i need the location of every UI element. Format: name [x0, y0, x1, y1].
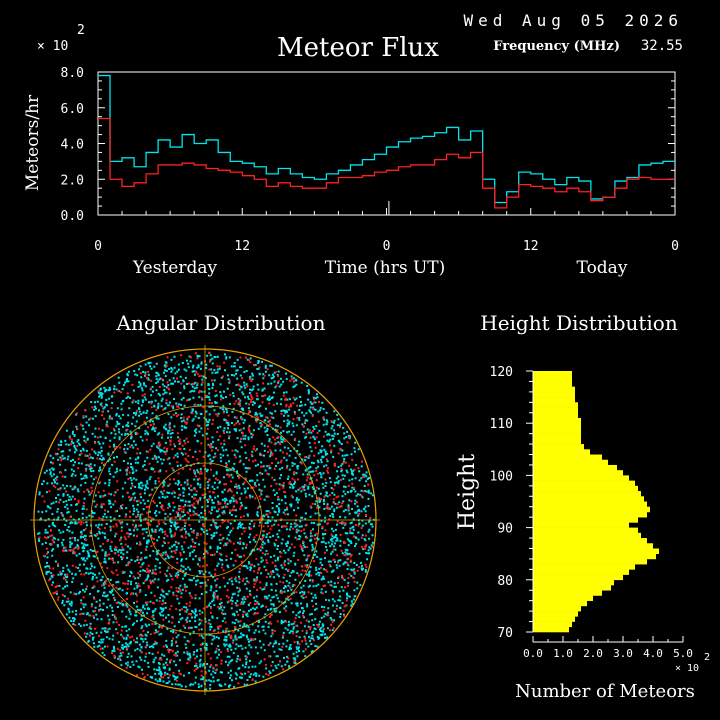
height-bar: [533, 470, 623, 476]
height-bar: [533, 626, 569, 633]
flux-series-1: [98, 117, 675, 209]
day-label-today: Today: [577, 258, 628, 278]
flux-x-tick-label: 0: [94, 239, 102, 254]
date-label: Wed Aug 05 2026: [464, 11, 684, 30]
angular-title: Angular Distribution: [116, 311, 326, 335]
sky-points-red: [38, 351, 374, 685]
height-bar: [533, 553, 656, 560]
height-y-tick-label: 80: [497, 574, 513, 589]
height-bar: [533, 548, 659, 554]
flux-x-tick-label: 12: [523, 239, 539, 254]
height-bar: [533, 381, 572, 387]
height-bar: [533, 386, 575, 393]
height-bar: [533, 444, 584, 450]
height-bar: [533, 558, 647, 565]
height-x-tick-label: 4.0: [643, 647, 663, 660]
height-bar: [533, 480, 635, 487]
height-bar: [533, 501, 647, 508]
height-bar: [533, 590, 602, 596]
height-bar: [533, 621, 572, 628]
flux-y-tick-label: 4.0: [61, 138, 84, 153]
flux-x-tick-label: 0: [383, 239, 391, 254]
height-bar: [533, 611, 578, 617]
height-x-tick-label: 5.0: [673, 647, 693, 660]
flux-plot: × 10 2 Meteors/hr Time (hrs UT) Yesterda…: [23, 23, 679, 278]
flux-y-tick-label: 2.0: [61, 173, 84, 188]
height-bar: [533, 564, 635, 570]
sky-horizon: [33, 348, 377, 692]
height-bar: [533, 579, 614, 586]
height-bar: [533, 371, 572, 377]
height-bar: [533, 459, 608, 466]
height-x-tick-label: 0.0: [523, 647, 543, 660]
height-x-tick-label: 2.0: [583, 647, 603, 660]
height-bar: [533, 538, 647, 544]
day-label-yesterday: Yesterday: [132, 258, 218, 278]
page-title: Meteor Flux: [277, 33, 439, 63]
height-x-axis-label: Number of Meteors: [515, 681, 695, 702]
flux-y-tick-label: 6.0: [61, 102, 84, 117]
height-bar: [533, 595, 593, 601]
height-bar: [533, 464, 617, 471]
height-bar: [533, 574, 623, 581]
y-multiplier-exponent: 2: [77, 23, 85, 38]
height-distribution-plot: Height Distribution Height Number of Met…: [455, 311, 710, 702]
sky-points-cyan: [37, 351, 376, 691]
height-bar: [533, 397, 575, 403]
height-bar: [533, 417, 581, 424]
flux-y-axis-label: Meteors/hr: [23, 94, 43, 191]
height-bar: [533, 569, 629, 575]
height-bar: [533, 438, 581, 445]
flux-y-tick-label: 8.0: [61, 66, 84, 81]
flux-x-axis-label: Time (hrs UT): [325, 258, 446, 278]
flux-y-tick-label: 0.0: [61, 209, 84, 224]
height-x-tick-label: 3.0: [613, 647, 633, 660]
height-x-tick-label: 1.0: [553, 647, 573, 660]
height-bar: [533, 376, 572, 382]
height-y-tick-label: 100: [490, 469, 513, 484]
frequency-label: Frequency (MHz): [493, 39, 620, 54]
height-bar: [533, 491, 641, 497]
height-bar: [533, 616, 575, 622]
height-y-tick-label: 120: [490, 365, 513, 380]
height-bar: [533, 511, 647, 518]
height-bar: [533, 585, 611, 591]
height-y-tick-label: 70: [497, 626, 513, 641]
height-y-tick-label: 90: [497, 522, 513, 537]
height-y-tick-label: 110: [490, 417, 513, 432]
height-bar: [533, 517, 638, 523]
height-bar: [533, 428, 581, 434]
height-bar: [533, 475, 629, 481]
height-bar: [533, 532, 641, 539]
flux-x-tick-label: 0: [671, 239, 679, 254]
height-bar: [533, 454, 602, 461]
height-bar: [533, 402, 578, 408]
height-bar: [533, 506, 650, 513]
y-multiplier: × 10: [37, 39, 68, 54]
height-bar: [533, 449, 590, 455]
height-bar: [533, 496, 644, 502]
height-bar: [533, 543, 653, 549]
height-title: Height Distribution: [480, 311, 678, 335]
x-multiplier-exponent: 2: [704, 652, 710, 663]
x-multiplier: × 10: [675, 663, 699, 674]
height-bar: [533, 391, 575, 398]
height-bar: [533, 600, 587, 607]
height-bar: [533, 412, 578, 419]
frequency-value: 32.55: [641, 38, 683, 54]
flux-frame: [97, 71, 676, 216]
height-bar: [533, 522, 629, 528]
flux-x-tick-label: 12: [234, 239, 250, 254]
height-bar: [533, 423, 581, 429]
height-bar: [533, 605, 581, 612]
height-bar: [533, 407, 578, 414]
height-bar: [533, 433, 581, 440]
flux-series-0: [98, 74, 675, 204]
angular-distribution-plot: Angular Distribution: [30, 311, 380, 695]
height-bar: [533, 485, 638, 492]
height-y-axis-label: Height: [455, 454, 480, 530]
height-bar: [533, 527, 638, 534]
